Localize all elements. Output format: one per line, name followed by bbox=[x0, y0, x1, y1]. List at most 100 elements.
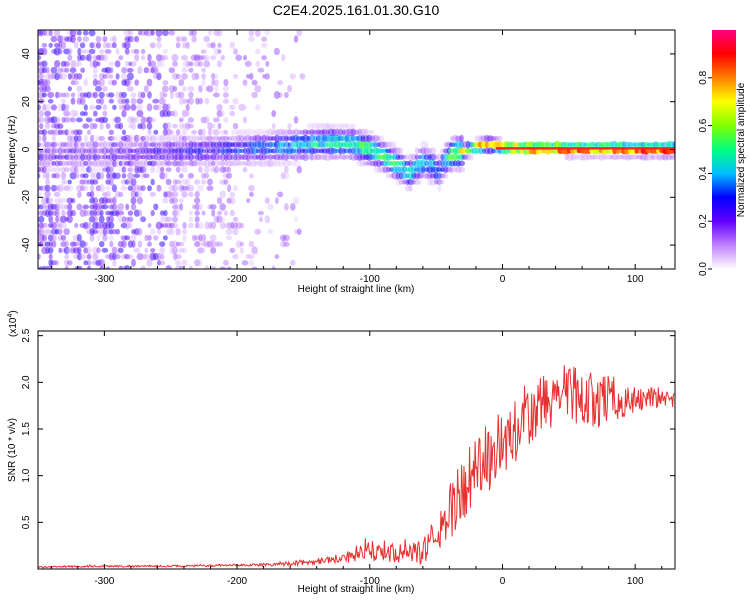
heat-cell bbox=[296, 30, 302, 37]
heat-cell bbox=[102, 86, 108, 92]
heat-cell bbox=[238, 135, 245, 142]
heat-cell bbox=[171, 72, 179, 80]
colorbar-tick-label: 0.4 bbox=[698, 166, 709, 180]
heat-cell bbox=[98, 227, 105, 236]
heat-cell bbox=[143, 173, 150, 179]
heat-cell bbox=[48, 215, 54, 224]
heat-cell bbox=[98, 215, 105, 224]
heat-cell bbox=[165, 160, 173, 166]
heat-cell bbox=[217, 123, 222, 130]
heat-cell bbox=[50, 123, 57, 129]
heat-cell bbox=[201, 128, 206, 137]
heat-cell bbox=[115, 135, 121, 142]
heat-cell bbox=[111, 184, 117, 193]
heat-cell bbox=[101, 116, 109, 124]
heat-cell bbox=[137, 209, 143, 217]
heat-cell bbox=[201, 73, 206, 80]
heat-cell bbox=[328, 154, 334, 161]
heat-cell bbox=[108, 204, 115, 210]
spectrogram-cells bbox=[38, 30, 675, 269]
heat-cell bbox=[114, 253, 121, 260]
heat-cell bbox=[133, 247, 141, 253]
heat-cell bbox=[249, 259, 254, 267]
heat-cell bbox=[564, 153, 569, 161]
heat-cell bbox=[181, 135, 188, 142]
snr-series-line bbox=[38, 365, 675, 569]
heat-cell bbox=[140, 265, 146, 269]
heat-cell bbox=[73, 30, 79, 36]
heat-cell bbox=[233, 73, 238, 79]
heat-cell bbox=[51, 240, 57, 248]
heat-cell bbox=[89, 227, 95, 236]
figure-title: C2E4.2025.161.01.30.G10 bbox=[273, 2, 440, 18]
heat-cell bbox=[127, 216, 134, 223]
heat-cell bbox=[82, 204, 90, 210]
heat-cell bbox=[286, 154, 293, 160]
heat-cell bbox=[98, 184, 105, 193]
heat-cell bbox=[513, 142, 518, 148]
heat-cell bbox=[134, 147, 139, 154]
heat-cell bbox=[136, 98, 144, 104]
heat-cell bbox=[45, 66, 50, 74]
heat-cell bbox=[130, 234, 137, 242]
heat-cell bbox=[101, 247, 109, 253]
heat-cell bbox=[210, 136, 216, 141]
heat-cell bbox=[93, 159, 98, 167]
heat-cell bbox=[111, 210, 118, 217]
heat-cell bbox=[165, 178, 172, 186]
heat-cell bbox=[147, 129, 152, 135]
snr-multiplier-close: ) bbox=[8, 310, 19, 313]
heat-cell bbox=[265, 60, 270, 67]
heat-cell bbox=[123, 104, 131, 111]
heat-cell bbox=[58, 147, 63, 155]
heat-cell bbox=[60, 98, 67, 104]
heat-cell bbox=[220, 110, 225, 117]
heat-cell bbox=[38, 61, 42, 67]
heat-cell bbox=[169, 129, 174, 135]
heat-cell bbox=[163, 147, 168, 154]
heat-cell bbox=[152, 104, 159, 111]
heat-cell bbox=[96, 61, 101, 67]
heat-cell bbox=[229, 191, 236, 198]
heat-cell bbox=[44, 103, 51, 112]
heat-cell bbox=[111, 203, 118, 211]
heat-cell bbox=[73, 135, 79, 142]
heat-cell bbox=[63, 110, 71, 117]
heat-cell bbox=[105, 198, 112, 204]
heat-cell bbox=[153, 153, 158, 161]
heat-cell bbox=[370, 129, 375, 135]
heat-cell bbox=[89, 165, 96, 174]
heat-cell bbox=[127, 210, 134, 216]
heat-cell bbox=[58, 92, 63, 98]
heat-cell bbox=[92, 117, 99, 123]
heat-cell bbox=[57, 153, 63, 161]
heat-cell bbox=[45, 165, 50, 174]
heat-cell bbox=[275, 197, 279, 205]
heat-cell bbox=[191, 130, 198, 135]
heat-cell bbox=[213, 79, 219, 86]
heat-cell bbox=[187, 117, 194, 123]
heat-cell bbox=[38, 80, 42, 86]
heat-cell bbox=[162, 197, 169, 204]
heat-cell bbox=[95, 85, 102, 92]
heat-cell bbox=[284, 165, 289, 174]
heat-cell bbox=[162, 235, 168, 241]
heat-cell bbox=[210, 141, 216, 149]
heat-cell bbox=[611, 154, 618, 161]
heat-cell bbox=[70, 60, 76, 68]
snr-multiplier-exponent: 4 bbox=[7, 314, 14, 318]
heat-cell bbox=[225, 160, 233, 167]
heat-cell bbox=[93, 153, 98, 161]
heat-cell bbox=[652, 154, 659, 160]
heat-cell bbox=[162, 136, 168, 141]
heat-cell bbox=[153, 66, 159, 75]
heat-cell bbox=[150, 248, 156, 253]
heat-cell bbox=[95, 117, 102, 123]
heat-cell bbox=[67, 203, 73, 211]
heat-cell bbox=[93, 210, 98, 217]
heat-cell bbox=[281, 53, 286, 62]
colorbar: 0.00.20.40.60.8 Normalized spectral ampl… bbox=[698, 30, 747, 276]
heat-cell bbox=[112, 259, 117, 267]
heat-cell bbox=[77, 135, 82, 142]
